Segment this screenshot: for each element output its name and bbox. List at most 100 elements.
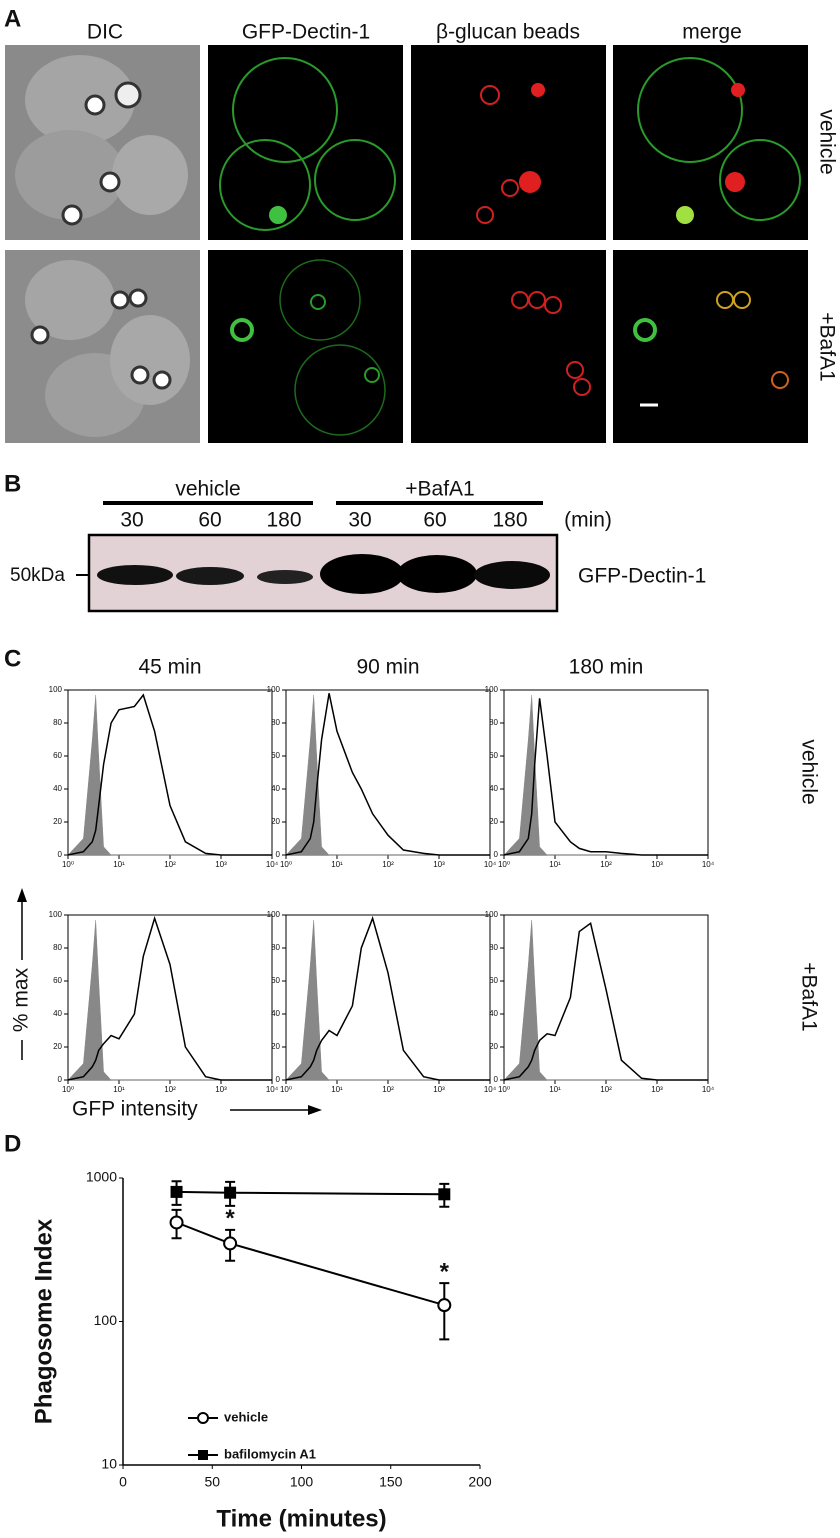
panel-label: B bbox=[4, 470, 21, 497]
x-tick-label: 50 bbox=[204, 1474, 220, 1490]
series-line bbox=[285, 693, 490, 856]
data-point bbox=[438, 1188, 451, 1201]
x-tick-label: 10³ bbox=[215, 860, 227, 869]
y-tick-label: 100 bbox=[485, 910, 499, 919]
series-line bbox=[503, 698, 708, 856]
data-point bbox=[437, 1298, 452, 1313]
y-tick-label: 40 bbox=[489, 784, 498, 793]
histogram-area bbox=[285, 919, 490, 1081]
column-title: merge bbox=[682, 21, 742, 44]
data-point bbox=[169, 1215, 184, 1230]
time-label: 30 bbox=[120, 509, 143, 532]
column-title: DIC bbox=[87, 21, 123, 44]
micrographs bbox=[5, 45, 808, 443]
column-title: β-glucan beads bbox=[436, 21, 580, 44]
y-tick-label: 100 bbox=[94, 1312, 118, 1328]
x-tick-label: 10⁰ bbox=[498, 1085, 510, 1094]
y-tick-label: 20 bbox=[53, 817, 62, 826]
row-label: vehicle bbox=[815, 109, 838, 174]
x-tick-label: 200 bbox=[468, 1474, 492, 1490]
y-tick-label: 20 bbox=[53, 1042, 62, 1051]
panel-label: D bbox=[4, 1130, 21, 1157]
y-tick-label: 0 bbox=[276, 850, 281, 859]
x-tick-label: 10³ bbox=[651, 860, 663, 869]
x-tick-label: 10³ bbox=[433, 860, 445, 869]
series-line bbox=[67, 915, 272, 1081]
x-tick-label: 150 bbox=[379, 1474, 403, 1490]
x-tick-label: 10⁴ bbox=[702, 1085, 715, 1094]
data-point bbox=[224, 1186, 237, 1199]
row-label: vehicle bbox=[797, 739, 820, 804]
column-title: 180 min bbox=[569, 656, 644, 679]
y-tick-label: 60 bbox=[53, 976, 62, 985]
x-tick-label: 10⁰ bbox=[62, 860, 74, 869]
western-blot bbox=[76, 533, 559, 613]
x-tick-label: 10⁴ bbox=[702, 860, 715, 869]
y-tick-label: 20 bbox=[489, 1042, 498, 1051]
time-label: 180 bbox=[266, 509, 301, 532]
y-tick-label: 60 bbox=[271, 751, 280, 760]
y-tick-label: 60 bbox=[489, 751, 498, 760]
band-label: GFP-Dectin-1 bbox=[578, 565, 706, 588]
x-tick-label: 10¹ bbox=[113, 860, 125, 869]
x-tick-label: 10⁰ bbox=[62, 1085, 74, 1094]
y-tick-label: 100 bbox=[49, 910, 63, 919]
significance-mark: * bbox=[225, 1205, 235, 1232]
column-title: 90 min bbox=[356, 656, 419, 679]
x-tick-label: 10³ bbox=[433, 1085, 445, 1094]
time-label: 60 bbox=[423, 509, 446, 532]
series-line bbox=[176, 1190, 445, 1196]
x-axis-label: GFP intensity bbox=[72, 1098, 198, 1121]
x-tick-label: 10² bbox=[600, 860, 612, 869]
series-line bbox=[503, 922, 708, 1081]
y-tick-label: 20 bbox=[489, 817, 498, 826]
legend-label: vehicle bbox=[224, 1409, 268, 1424]
x-tick-label: 10² bbox=[164, 1085, 176, 1094]
y-tick-label: 100 bbox=[49, 685, 63, 694]
x-tick-label: 10² bbox=[382, 1085, 394, 1094]
legend-label: bafilomycin A1 bbox=[224, 1446, 316, 1461]
y-tick-label: 40 bbox=[271, 784, 280, 793]
x-tick-label: 10³ bbox=[215, 1085, 227, 1094]
group-label: +BafA1 bbox=[405, 478, 474, 501]
x-tick-label: 10⁴ bbox=[266, 1085, 279, 1094]
y-tick-label: 1000 bbox=[86, 1169, 117, 1185]
x-tick-label: 10⁰ bbox=[498, 860, 510, 869]
y-tick-label: 20 bbox=[271, 817, 280, 826]
x-tick-label: 10⁰ bbox=[280, 860, 292, 869]
column-title: 45 min bbox=[138, 656, 201, 679]
y-tick-label: 80 bbox=[489, 718, 498, 727]
x-tick-label: 10³ bbox=[651, 1085, 663, 1094]
panel-label: A bbox=[4, 5, 21, 32]
gfp-image bbox=[208, 45, 403, 240]
marker-label: 50kDa bbox=[10, 565, 65, 586]
y-tick-label: 60 bbox=[271, 976, 280, 985]
x-tick-label: 10² bbox=[600, 1085, 612, 1094]
y-tick-label: 80 bbox=[271, 718, 280, 727]
histogram-area bbox=[503, 919, 708, 1081]
row-label: +BafA1 bbox=[815, 312, 838, 381]
y-tick-label: 20 bbox=[271, 1042, 280, 1051]
y-tick-label: 100 bbox=[267, 685, 281, 694]
data-point bbox=[170, 1185, 183, 1198]
x-tick-label: 10¹ bbox=[113, 1085, 125, 1094]
bead-image bbox=[411, 250, 606, 443]
histogram-area bbox=[67, 694, 272, 856]
histogram-area bbox=[285, 694, 490, 856]
series-line bbox=[67, 693, 272, 856]
y-tick-label: 60 bbox=[53, 751, 62, 760]
x-axis-label: Time (minutes) bbox=[216, 1505, 386, 1532]
x-tick-label: 10¹ bbox=[331, 860, 343, 869]
y-tick-label: 0 bbox=[494, 850, 499, 859]
y-tick-label: 0 bbox=[58, 1075, 63, 1084]
y-axis-label: Phagosome Index bbox=[30, 1218, 57, 1424]
y-tick-label: 0 bbox=[58, 850, 63, 859]
y-axis-label: % max bbox=[10, 967, 33, 1032]
x-tick-label: 10¹ bbox=[549, 860, 561, 869]
y-tick-label: 40 bbox=[489, 1009, 498, 1018]
y-tick-label: 80 bbox=[489, 943, 498, 952]
data-point bbox=[223, 1236, 238, 1251]
y-tick-label: 100 bbox=[267, 910, 281, 919]
